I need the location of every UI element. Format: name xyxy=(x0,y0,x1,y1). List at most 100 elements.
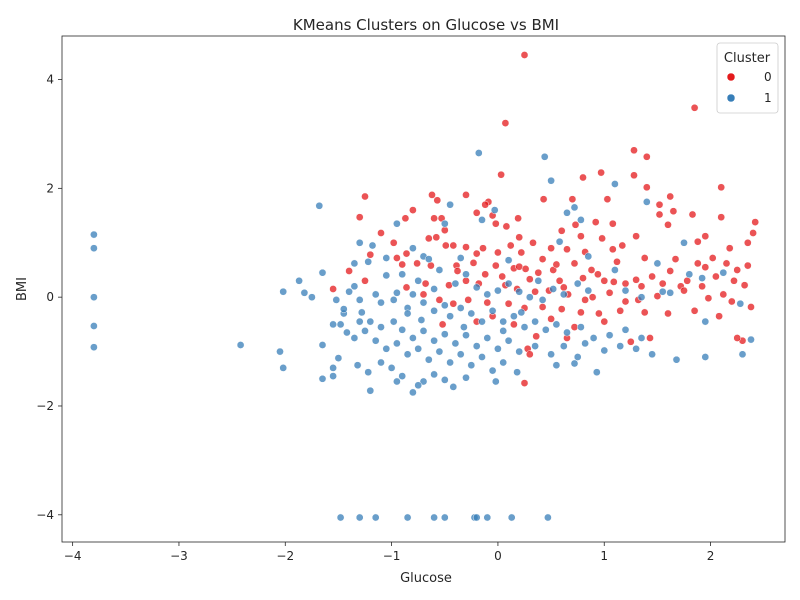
cluster-0-point xyxy=(688,210,697,219)
cluster-0-point xyxy=(427,261,435,270)
cluster-0-point xyxy=(595,309,603,318)
cluster-1-point xyxy=(738,350,747,359)
cluster-0-point xyxy=(563,245,571,254)
x-tick-label: −4 xyxy=(64,549,82,563)
cluster-0-point xyxy=(605,288,614,297)
cluster-0-point xyxy=(733,266,742,274)
cluster-1-point xyxy=(236,341,245,349)
y-tick-label: −4 xyxy=(36,508,54,522)
cluster-1-point xyxy=(387,364,396,372)
cluster-1-point xyxy=(462,270,470,279)
cluster-1-point xyxy=(403,309,412,318)
cluster-1-point xyxy=(398,270,407,279)
y-tick-label: 2 xyxy=(46,181,54,195)
cluster-1-point xyxy=(642,198,651,206)
cluster-0-point xyxy=(664,309,672,318)
cluster-0-point xyxy=(462,191,470,199)
y-axis: −4 −2 0 2 4 xyxy=(36,73,62,522)
cluster-0-point xyxy=(568,195,577,204)
cluster-0-point xyxy=(600,317,609,326)
cluster-0-point xyxy=(521,265,530,273)
cluster-1-point xyxy=(549,285,558,293)
cluster-0-point xyxy=(671,255,680,263)
cluster-1-point xyxy=(472,342,481,350)
cluster-1-point xyxy=(424,255,433,263)
cluster-0-point xyxy=(441,241,450,250)
cluster-0-point xyxy=(479,244,487,253)
cluster-0-point xyxy=(361,276,369,285)
cluster-1-point xyxy=(440,301,449,310)
cluster-0-point xyxy=(683,276,692,285)
cluster-0-point xyxy=(430,214,438,223)
cluster-0-point xyxy=(481,270,490,279)
cluster-1-point xyxy=(409,334,417,342)
cluster-1-point xyxy=(409,244,417,253)
cluster-0-point xyxy=(690,306,699,315)
cluster-0-point xyxy=(669,207,678,216)
cluster-1-point xyxy=(541,325,550,334)
cluster-0-point xyxy=(570,323,579,331)
cluster-0-point xyxy=(538,303,547,311)
cluster-1-point xyxy=(577,323,585,331)
x-tick-label: −3 xyxy=(170,549,188,563)
cluster-0-point xyxy=(419,290,428,299)
cluster-1-point xyxy=(318,374,327,383)
x-tick-label: 0 xyxy=(494,549,502,563)
cluster-0-point xyxy=(725,244,734,253)
cluster-0-point xyxy=(701,232,710,241)
cluster-1-point xyxy=(483,513,492,522)
cluster-1-point xyxy=(747,335,755,344)
x-tick-label: −2 xyxy=(276,549,294,563)
x-tick-label: 2 xyxy=(707,549,715,563)
cluster-0-point xyxy=(502,222,511,231)
cluster-1-point xyxy=(414,381,423,390)
cluster-1-point xyxy=(357,308,366,317)
cluster-0-point xyxy=(445,281,453,290)
x-axis-label: Glucose xyxy=(400,571,452,586)
cluster-0-point xyxy=(588,293,597,302)
cluster-1-point xyxy=(581,339,589,348)
cluster-1-point xyxy=(462,373,470,382)
cluster-0-point xyxy=(472,249,481,258)
cluster-1-point xyxy=(672,355,681,364)
legend-label-1: 1 xyxy=(764,91,772,105)
cluster-1-point xyxy=(446,200,454,209)
cluster-0-point xyxy=(555,276,564,285)
cluster-1-point xyxy=(621,286,630,295)
cluster-1-point xyxy=(318,268,327,277)
cluster-1-point xyxy=(368,241,377,250)
cluster-0-point xyxy=(453,267,462,275)
cluster-0-point xyxy=(413,259,421,268)
y-tick-label: 4 xyxy=(46,73,54,87)
cluster-1-point xyxy=(658,287,667,296)
cluster-1-point xyxy=(456,350,465,359)
cluster-1-point xyxy=(573,353,582,361)
cluster-1-point xyxy=(343,328,351,337)
cluster-0-point xyxy=(532,332,541,341)
cluster-1-point xyxy=(424,355,433,364)
cluster-1-point xyxy=(460,323,468,331)
cluster-1-point xyxy=(605,331,614,340)
cluster-1-point xyxy=(515,287,524,296)
cluster-0-point xyxy=(449,299,458,308)
cluster-1-point xyxy=(430,285,438,293)
cluster-1-point xyxy=(490,206,499,214)
cluster-0-point xyxy=(712,272,720,281)
cluster-0-point xyxy=(504,299,513,308)
cluster-1-point xyxy=(685,270,694,279)
cluster-0-point xyxy=(361,192,369,201)
cluster-0-point xyxy=(520,51,529,59)
cluster-1-point xyxy=(377,323,385,331)
legend-marker-0 xyxy=(726,72,736,82)
cluster-1-point xyxy=(584,286,593,295)
cluster-1-point xyxy=(621,325,630,334)
cluster-0-point xyxy=(616,306,625,315)
cluster-1-point xyxy=(616,342,625,350)
cluster-0-point xyxy=(621,279,630,288)
cluster-1-point xyxy=(355,296,364,304)
cluster-0-point xyxy=(648,272,656,281)
cluster-0-point xyxy=(377,229,385,237)
cluster-1-point xyxy=(611,180,619,188)
cluster-0-point xyxy=(655,210,664,219)
